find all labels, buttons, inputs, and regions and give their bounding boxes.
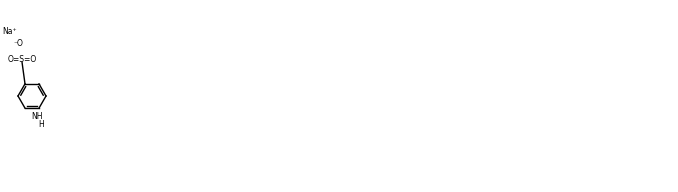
Text: NH: NH bbox=[31, 112, 43, 121]
Text: O=S=O: O=S=O bbox=[7, 55, 37, 65]
Text: ⁻O: ⁻O bbox=[13, 40, 23, 49]
Text: Na⁺: Na⁺ bbox=[3, 27, 18, 36]
Text: H: H bbox=[38, 120, 44, 129]
